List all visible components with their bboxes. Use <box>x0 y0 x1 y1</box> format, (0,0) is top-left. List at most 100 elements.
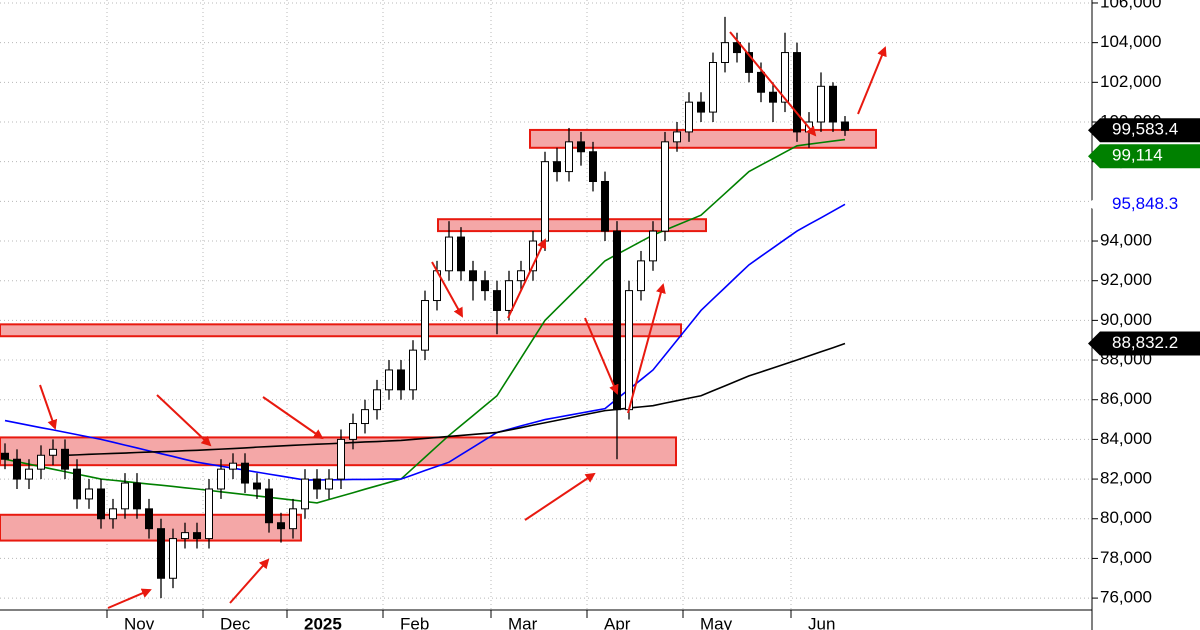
candle-body <box>541 161 549 242</box>
candle-body <box>745 52 753 73</box>
candle-body <box>145 508 153 530</box>
price-label-box <box>1088 331 1200 356</box>
candle-body <box>589 151 597 183</box>
candle-body <box>25 468 33 480</box>
candle-body <box>829 85 837 123</box>
x-tick-label: 2025 <box>304 614 342 630</box>
candle-body <box>385 369 393 391</box>
arrow <box>156 394 212 447</box>
candle-body <box>673 131 681 143</box>
y-tick-label: 86,000 <box>1100 389 1152 408</box>
candle-body <box>697 101 705 113</box>
candle-body <box>349 423 357 440</box>
candle-body <box>301 478 309 510</box>
x-tick-label: Feb <box>400 614 429 630</box>
support-zone <box>437 218 707 233</box>
candle-body <box>1 452 9 460</box>
candle-body <box>841 121 849 131</box>
y-tick-label: 102,000 <box>1100 72 1161 91</box>
candle-body <box>649 230 657 262</box>
candle-body <box>205 488 213 540</box>
y-tick-label: 90,000 <box>1100 310 1152 329</box>
arrow <box>584 317 619 395</box>
candle-body <box>397 369 405 391</box>
candle-body <box>277 522 285 530</box>
arrow <box>627 283 666 414</box>
candle-body <box>265 488 273 524</box>
candle-body <box>817 85 825 123</box>
candle-body <box>253 482 261 490</box>
y-tick-label: 104,000 <box>1100 32 1161 51</box>
arrow <box>524 472 596 521</box>
candle-body <box>289 508 297 530</box>
arrow <box>857 46 887 115</box>
moving-averages <box>4 138 846 504</box>
candle-body <box>625 290 633 411</box>
candle-body <box>685 101 693 133</box>
candle-body <box>445 236 453 272</box>
candle-body <box>109 508 117 520</box>
arrow <box>229 558 270 604</box>
candle-body <box>553 161 561 173</box>
arrow <box>107 588 152 609</box>
x-tick-label: May <box>700 614 733 630</box>
candle-body <box>505 280 513 311</box>
x-tick-label: Dec <box>220 614 251 630</box>
candle-body <box>337 438 345 480</box>
candle-body <box>49 448 57 456</box>
candle-body <box>613 230 621 411</box>
candle-body <box>73 468 81 500</box>
price-label: 88,832.2 <box>1112 333 1178 352</box>
candle-body <box>661 141 669 232</box>
candle-body <box>61 448 69 470</box>
candle-body <box>493 290 501 311</box>
y-tick-label: 94,000 <box>1100 231 1152 250</box>
candle-body <box>781 52 789 103</box>
candle-body <box>193 532 201 540</box>
moving-average-line <box>4 138 846 504</box>
arrow <box>431 261 463 318</box>
y-tick-label: 78,000 <box>1100 548 1152 567</box>
price-label: 99,583.4 <box>1112 120 1178 139</box>
candle-body <box>133 482 141 510</box>
candle-body <box>637 260 645 292</box>
candle-body <box>325 478 333 490</box>
price-label: 95,848.3 <box>1112 194 1178 213</box>
candle-body <box>121 482 129 510</box>
candle-body <box>157 528 165 579</box>
candle-body <box>457 236 465 272</box>
support-zone <box>0 323 682 338</box>
y-tick-label: 92,000 <box>1100 270 1152 289</box>
candle-body <box>481 280 489 292</box>
candle-body <box>793 52 801 133</box>
x-tick-label: Mar <box>508 614 538 630</box>
arrow <box>262 396 324 440</box>
y-tick-label: 76,000 <box>1100 588 1152 607</box>
price-label-box <box>1088 118 1200 143</box>
grid <box>0 0 1092 610</box>
candle-body <box>709 61 717 113</box>
price-label: 99,114 <box>1112 146 1163 165</box>
candle-body <box>421 300 429 351</box>
candle-body <box>757 71 765 93</box>
candle-body <box>373 389 381 411</box>
candle-body <box>409 349 417 391</box>
price-label-box <box>1088 192 1200 217</box>
x-tick-label: Nov <box>124 614 155 630</box>
candle-body <box>37 454 45 470</box>
y-tick-label: 82,000 <box>1100 469 1152 488</box>
candle-body <box>517 270 525 282</box>
candle-body <box>361 409 369 425</box>
candle-body <box>97 488 105 520</box>
price-label-box <box>1088 144 1200 169</box>
candle-body <box>721 42 729 63</box>
candles <box>1 16 849 599</box>
candle-body <box>565 141 573 173</box>
candle-body <box>217 468 225 490</box>
moving-average-line <box>4 203 846 481</box>
candle-body <box>769 91 777 103</box>
y-tick-label: 84,000 <box>1100 429 1152 448</box>
candle-body <box>241 462 249 484</box>
candle-body <box>85 488 93 500</box>
